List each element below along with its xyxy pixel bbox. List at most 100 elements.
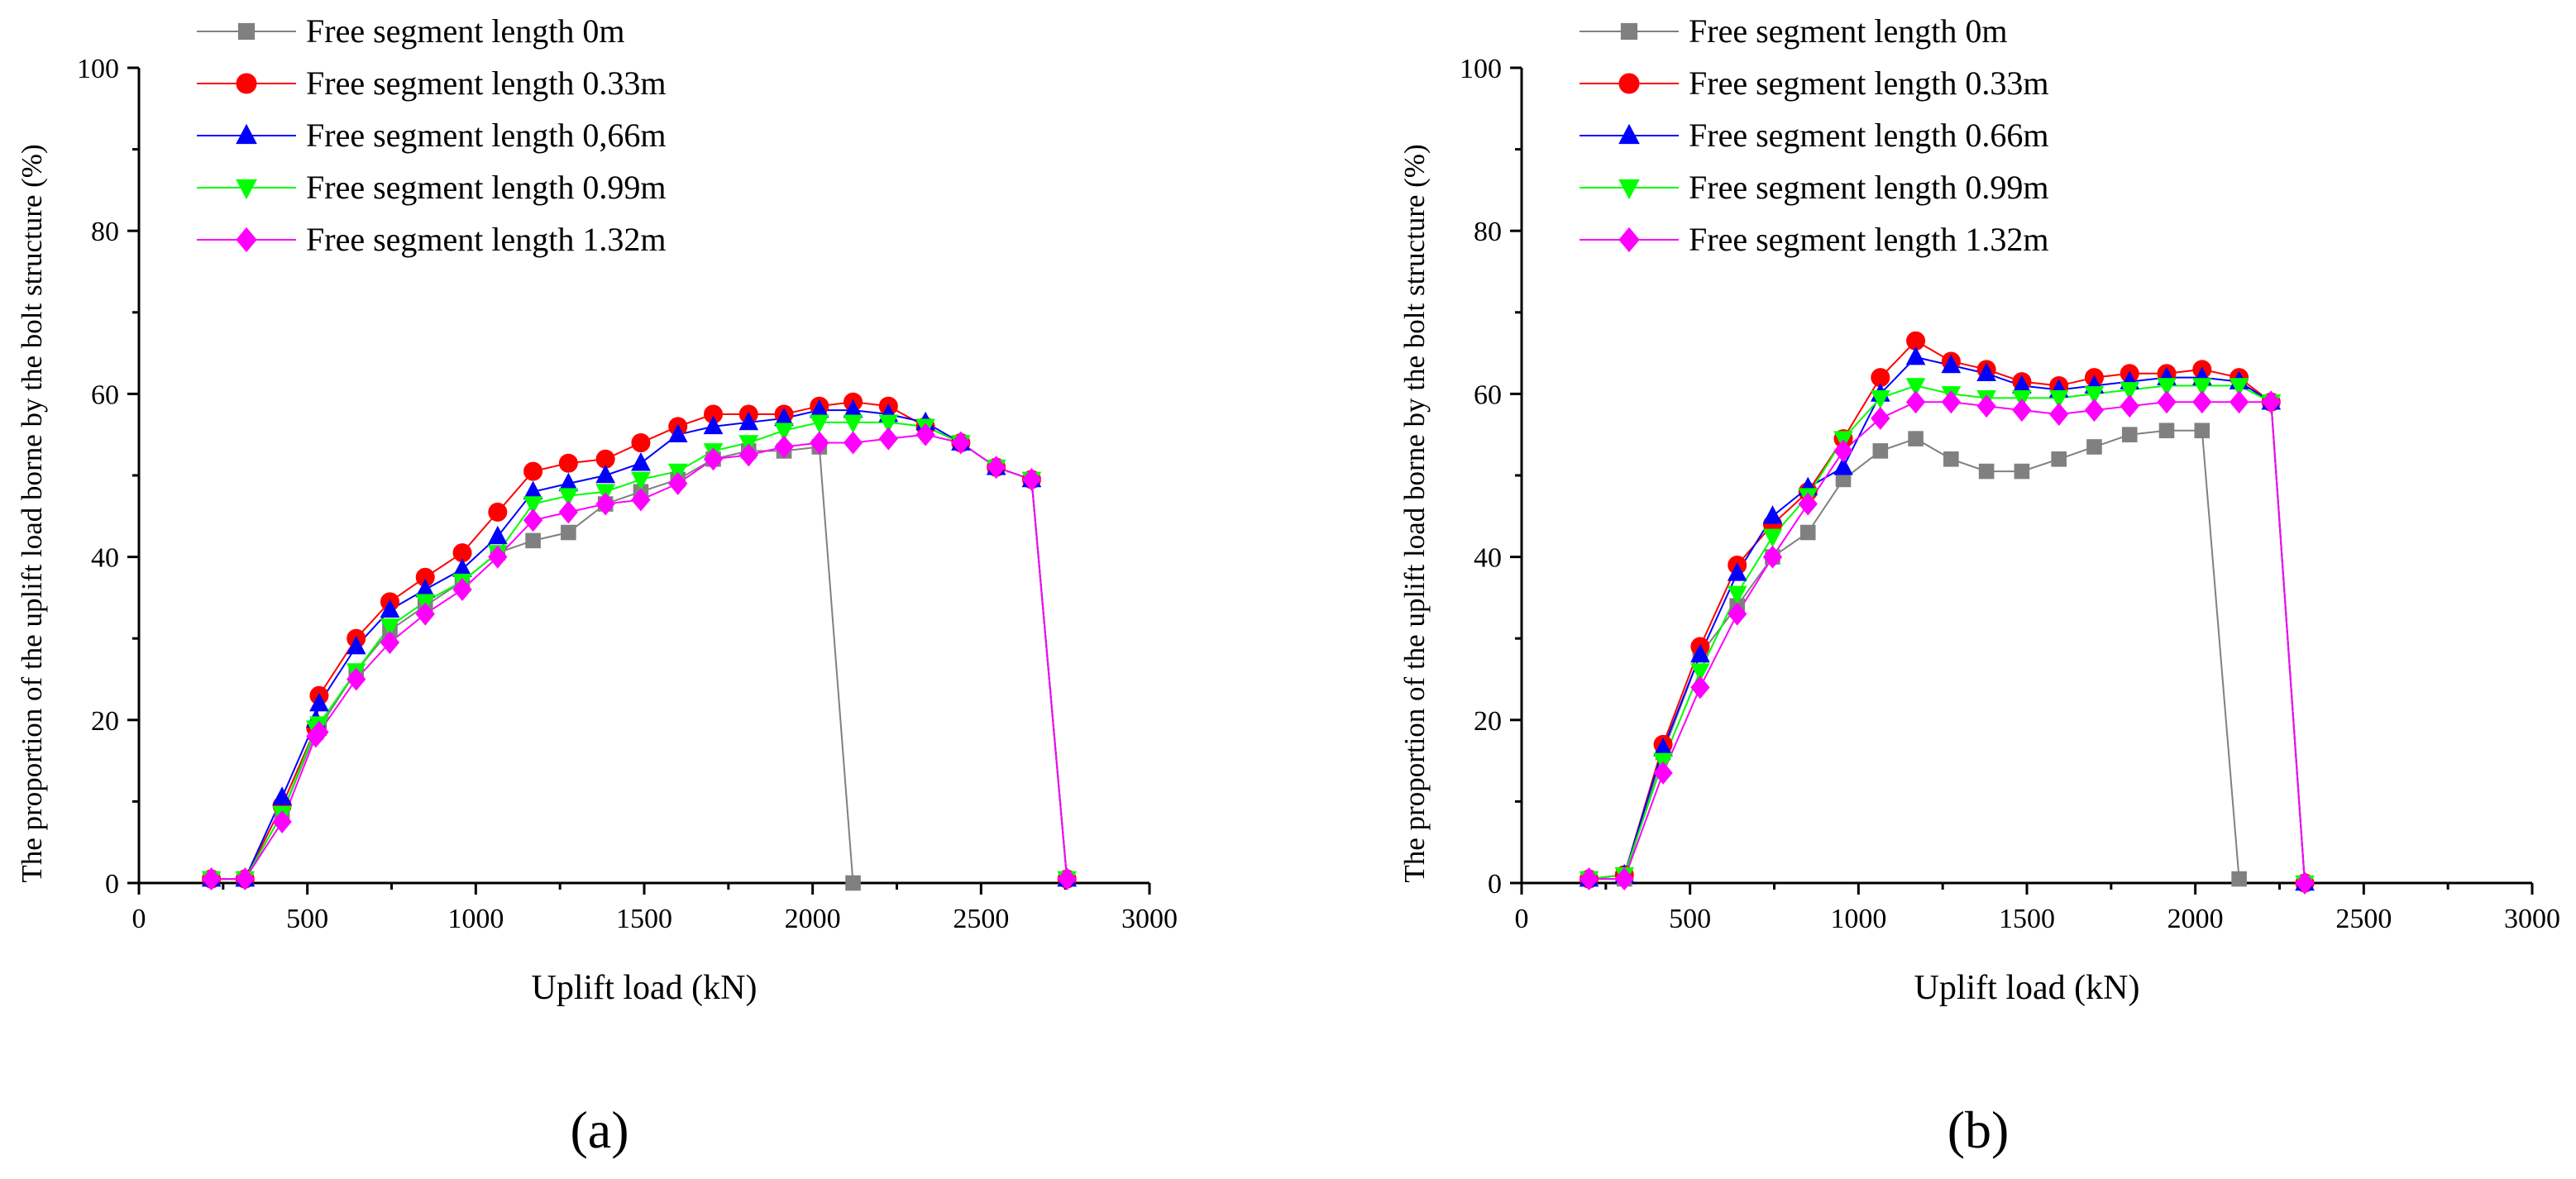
data-point [380,618,400,637]
data-point [1798,492,1818,516]
data-point [1833,456,1853,475]
data-point [415,602,435,626]
data-point [915,422,935,446]
data-point [1908,431,1924,446]
data-point [878,414,899,434]
data-point [1653,761,1673,785]
data-point [1871,406,1890,430]
data-point [2048,390,2069,409]
data-point [1833,439,1853,463]
data-point [951,431,971,455]
panel-label: (b) [1948,1100,2010,1159]
data-point [272,810,292,834]
legend-entry: Free segment length 0,66m [306,117,666,154]
data-point [346,635,366,655]
y-tick-label: 60 [1474,379,1502,410]
x-tick-label: 2000 [785,904,841,934]
y-tick-label: 0 [105,869,119,900]
x-tick-label: 2500 [953,904,1009,934]
data-point [987,456,1006,480]
data-point [2231,871,2247,887]
data-point [1872,443,1889,459]
data-point [738,443,758,467]
data-point [2192,390,2212,414]
y-axis-label: The proportion of the uplift load borne … [16,144,48,882]
data-point [558,500,579,524]
data-point [2261,390,2281,414]
x-tick-label: 2500 [2335,904,2392,934]
data-point [2120,394,2139,418]
data-point [2014,463,2030,480]
series-line [1589,429,2240,881]
legend-entry: Free segment length 0.33m [306,64,666,102]
data-point [558,488,579,507]
chart-panel-b: 0 500 1000 1500 2000 2500 3000 0 20 40 60 80 100 Upli… [1398,12,2560,1159]
data-point [2084,399,2105,422]
data-point [2229,378,2249,397]
data-point [878,427,898,451]
data-point [380,631,400,655]
data-point [235,867,255,891]
y-tick-label: 0 [1488,869,1502,900]
data-point [452,578,472,602]
legend-marker [236,73,257,94]
data-point [1943,451,1959,467]
data-point [561,524,576,541]
legend-entry: Free segment length 0m [1689,12,2007,50]
legend-entry: Free segment length 0.99m [306,169,666,206]
data-point [1941,390,1962,414]
y-tick-label: 100 [77,54,119,84]
data-point [1690,675,1710,699]
y-tick-label: 40 [1474,543,1502,574]
y-tick-label: 80 [91,217,119,247]
data-point [487,525,508,545]
data-point [1690,663,1710,682]
data-point [2158,422,2175,439]
legend-entry: Free segment length 0.66m [1689,117,2048,154]
data-point [1727,562,1747,581]
data-point [1941,354,1962,374]
data-point [1690,643,1710,663]
data-point [810,431,829,455]
y-tick-label: 80 [1474,217,1502,247]
data-point [558,453,578,473]
data-point [488,502,508,522]
x-axis-label: Uplift load (kN) [1914,969,2140,1007]
data-point [809,414,829,434]
data-point [488,545,508,569]
data-point [631,433,651,453]
x-tick-label: 1000 [1830,904,1886,934]
panel-label: (a) [570,1100,628,1159]
legend-marker [236,123,257,145]
data-point [1762,545,1783,569]
x-tick-label: 2000 [2167,904,2224,934]
x-tick-label: 500 [286,904,328,934]
data-point [2012,399,2032,422]
y-tick-label: 100 [1460,54,1502,84]
data-point [843,414,863,434]
y-axis-label: The proportion of the uplift load borne … [1398,144,1431,882]
x-tick-label: 1500 [1999,904,2055,934]
data-point [703,415,724,435]
data-point [309,720,329,744]
x-tick-label: 0 [1515,904,1529,934]
data-point [595,492,615,516]
legend-marker [236,227,257,253]
data-point [523,496,543,515]
data-point [703,447,724,471]
data-point [380,599,400,618]
legend-entry: Free segment length 0.99m [1689,169,2048,206]
data-point [843,431,863,455]
data-point [2121,427,2138,443]
data-point [272,786,292,805]
data-point [201,867,222,891]
data-point [1870,390,1890,409]
data-point [2229,390,2249,414]
x-tick-label: 0 [132,904,146,934]
legend-marker [237,22,256,41]
data-point [631,452,651,471]
y-tick-label: 20 [1474,706,1502,737]
x-tick-label: 1500 [616,904,672,934]
data-point [1905,346,1926,365]
data-point [1799,524,1816,541]
